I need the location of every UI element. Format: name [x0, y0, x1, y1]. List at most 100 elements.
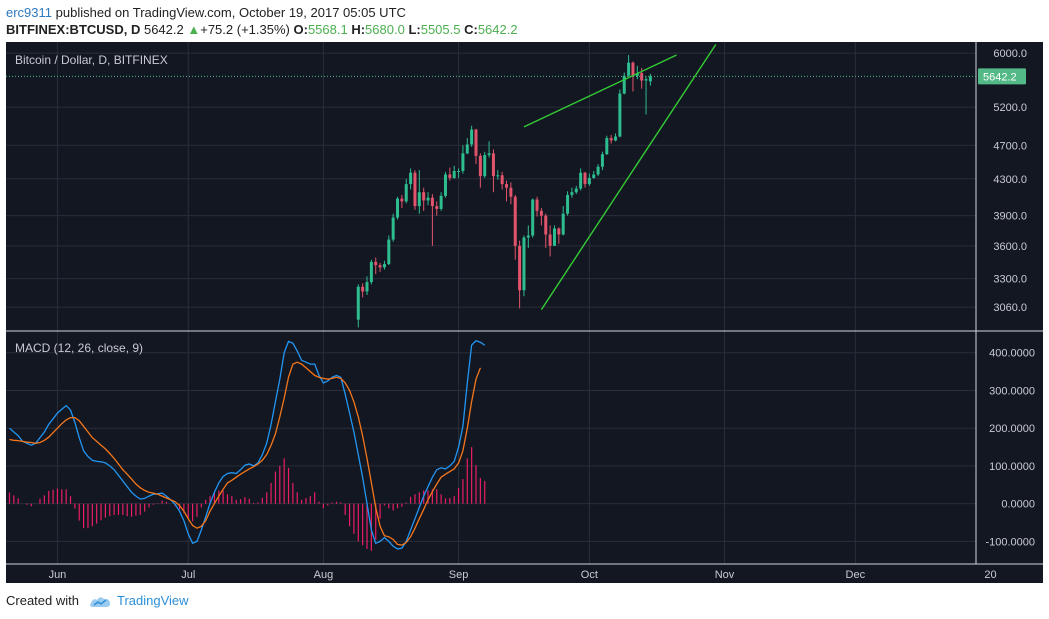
created-with-text: Created with [6, 593, 79, 608]
ohlc-line: BITFINEX:BTCUSD, D 5642.2 ▲+75.2 (+1.35%… [6, 22, 518, 37]
candle-body [539, 210, 543, 216]
candle-body [483, 155, 487, 177]
price-tick-label: 6000.0 [993, 48, 1027, 60]
chart-canvas[interactable]: 6000.0 5200.0 4700.0 4300.0 3900.0 3600.0 3300… [6, 42, 1043, 583]
time-tick-label: Aug [314, 569, 334, 581]
candle-body [505, 184, 509, 188]
candle-body [544, 215, 548, 235]
symbol-label: BITFINEX:BTCUSD, D [6, 22, 141, 37]
candle-body [622, 75, 626, 94]
candle-body [396, 198, 400, 218]
candle-body [566, 194, 570, 214]
time-tick-label: 20 [984, 569, 996, 581]
candle-body [465, 144, 469, 154]
candle-body [430, 197, 434, 207]
candle-body [404, 184, 408, 202]
candle-body [531, 199, 535, 236]
candle-body [509, 187, 513, 197]
last-price-tag [978, 68, 1026, 85]
tradingview-link[interactable]: TradingView [116, 593, 189, 608]
candle-body [448, 174, 452, 178]
high-label: H: [351, 22, 366, 37]
time-tick-label: Nov [715, 569, 735, 581]
up-arrow-icon: ▲ [187, 22, 201, 37]
candle-body [640, 73, 644, 81]
candle-body [552, 228, 556, 246]
candle-body [518, 245, 522, 291]
candle-body [496, 175, 500, 177]
candle-body [374, 261, 378, 266]
candle-body [413, 172, 417, 207]
macd-tick-label: 300.0000 [989, 385, 1035, 397]
published-text: published on TradingView.com, October 19… [55, 5, 406, 20]
candle-body [356, 286, 360, 320]
time-tick-label: Dec [846, 569, 866, 581]
price-tick-label: 3300.0 [993, 274, 1027, 286]
high-value: 5680.0 [365, 22, 405, 37]
close-value: 5642.2 [477, 22, 518, 37]
candle-body [426, 197, 430, 201]
candle-body [365, 282, 369, 292]
candle-body [635, 73, 639, 76]
candle-body [605, 138, 609, 155]
last-price-label: 5642.2 [983, 71, 1017, 83]
candle-body [596, 166, 600, 175]
tradingview-logo-icon [89, 596, 110, 607]
signal-line [9, 361, 482, 546]
candle-body [382, 264, 386, 268]
candle-body [522, 237, 526, 291]
footer: Created with TradingView [6, 593, 189, 608]
macd-tick-label: 400.0000 [989, 348, 1035, 360]
candle-body [452, 170, 456, 178]
candle-body [487, 153, 491, 156]
candle-body [561, 213, 565, 235]
macd-tick-label: -100.0000 [985, 536, 1035, 548]
price-axis-background [976, 42, 1043, 564]
candle-body [478, 155, 482, 177]
price-tick-label: 3060.0 [993, 302, 1027, 314]
trendline[interactable] [523, 54, 677, 128]
time-tick-label: Oct [581, 569, 598, 581]
trendline[interactable] [540, 44, 717, 310]
price-pane-title: Bitcoin / Dollar, D, BITFINEX [15, 53, 168, 67]
candle-body [614, 136, 618, 141]
candle-body [526, 235, 530, 238]
price-tick-label: 4300.0 [993, 174, 1027, 186]
macd-tick-label: 100.0000 [989, 461, 1035, 473]
candle-body [644, 79, 648, 81]
candle-body [557, 228, 561, 235]
candle-body [409, 172, 413, 185]
open-value: 5568.1 [307, 22, 348, 37]
macd-tick-label: 200.0000 [989, 423, 1035, 435]
candle-body [500, 175, 504, 185]
candle-body [583, 172, 587, 185]
candle-body [609, 138, 613, 141]
candle-body [378, 265, 382, 268]
low-value: 5505.5 [420, 22, 461, 37]
candle-body [548, 234, 552, 246]
candle-body [513, 196, 517, 246]
time-tick-label: Jul [181, 569, 195, 581]
candle-body [587, 177, 591, 185]
open-label: O: [293, 22, 308, 37]
candle-body [491, 153, 495, 177]
candle-body [574, 188, 578, 193]
price-tick-label: 3900.0 [993, 211, 1027, 223]
candle-body [400, 198, 404, 202]
candle-body [648, 76, 652, 82]
candle-body [535, 199, 539, 211]
author-link[interactable]: erc9311 [6, 5, 53, 20]
current-price: 5642.2 [143, 22, 184, 37]
candle-body [387, 239, 391, 265]
close-label: C: [464, 22, 478, 37]
candle-body [457, 170, 461, 172]
candle-body [369, 261, 373, 283]
candle-body [461, 153, 465, 171]
time-tick-label: Jun [49, 569, 67, 581]
time-tick-label: Sep [449, 569, 469, 581]
price-change: +75.2 (+1.35%) [200, 22, 290, 37]
macd-tick-label: 0.0000 [1001, 499, 1035, 511]
candle-body [443, 174, 447, 196]
price-tick-label: 4700.0 [993, 140, 1027, 152]
candle-body [570, 192, 574, 195]
